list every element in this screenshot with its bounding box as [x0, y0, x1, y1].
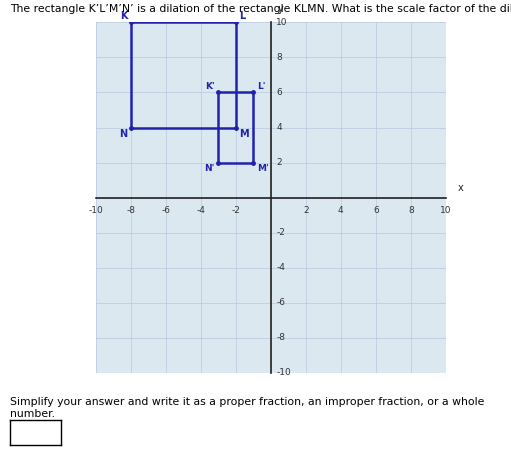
Text: 8: 8 [408, 207, 414, 216]
Text: y: y [278, 4, 284, 14]
Text: x: x [458, 183, 464, 193]
Text: 4: 4 [276, 123, 282, 132]
Text: -10: -10 [276, 368, 291, 377]
Text: L': L' [257, 82, 265, 91]
Text: -2: -2 [231, 207, 240, 216]
Text: N': N' [204, 164, 215, 173]
Text: -2: -2 [276, 228, 285, 237]
Text: -6: -6 [276, 298, 285, 307]
Text: N: N [119, 129, 127, 139]
Text: -8: -8 [276, 333, 285, 342]
Text: M': M' [257, 164, 269, 173]
Text: 4: 4 [338, 207, 344, 216]
Text: K': K' [205, 82, 215, 91]
Text: -8: -8 [126, 207, 135, 216]
Text: L: L [239, 11, 246, 21]
Text: 6: 6 [276, 88, 282, 97]
Text: M: M [239, 129, 249, 139]
Text: 10: 10 [440, 207, 452, 216]
Text: The rectangle K’L’M’N’ is a dilation of the rectangle KLMN. What is the scale fa: The rectangle K’L’M’N’ is a dilation of … [10, 4, 511, 14]
Text: Simplify your answer and write it as a proper fraction, an improper fraction, or: Simplify your answer and write it as a p… [10, 397, 484, 419]
Text: 2: 2 [303, 207, 309, 216]
Text: 10: 10 [276, 18, 288, 27]
Text: K: K [120, 11, 127, 21]
Text: -10: -10 [88, 207, 103, 216]
Text: 6: 6 [373, 207, 379, 216]
Text: -4: -4 [196, 207, 205, 216]
Text: -4: -4 [276, 263, 285, 272]
Text: 8: 8 [276, 53, 282, 62]
Text: -6: -6 [161, 207, 170, 216]
Text: 2: 2 [276, 158, 282, 167]
